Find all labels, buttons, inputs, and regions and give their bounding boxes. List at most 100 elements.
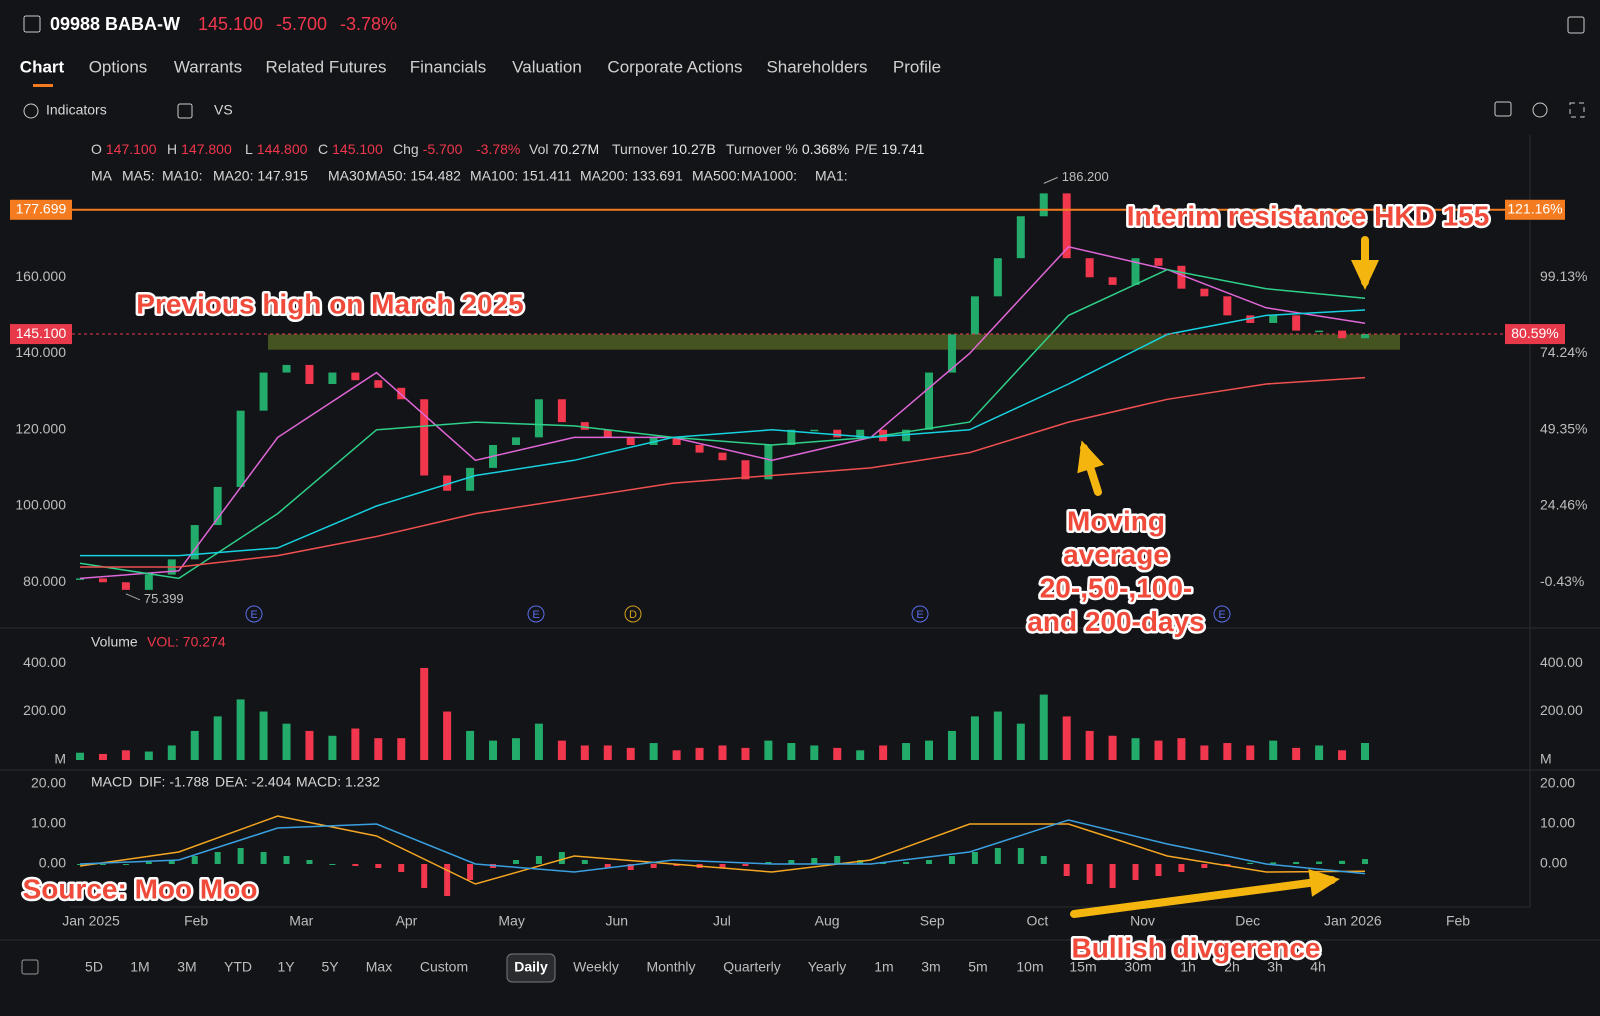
volume-bar: [420, 667, 429, 760]
period-button[interactable]: Max: [366, 959, 392, 975]
volume-bar: [741, 747, 750, 760]
period-button[interactable]: Daily: [514, 959, 548, 975]
period-button[interactable]: Quarterly: [723, 959, 781, 975]
candle: [580, 422, 589, 430]
pct-line-label: 80.59%: [1511, 325, 1558, 341]
period-button[interactable]: Monthly: [646, 959, 695, 975]
back-icon[interactable]: [23, 15, 41, 33]
period-button[interactable]: 1Y: [277, 959, 295, 975]
candle: [374, 380, 383, 388]
quote-label: Chg: [393, 141, 419, 157]
tab[interactable]: Profile: [893, 57, 941, 76]
price-line-label: 177.699: [16, 200, 67, 216]
arrow-head: [1077, 440, 1105, 474]
volume-bar: [603, 745, 612, 760]
tab[interactable]: Chart: [20, 57, 65, 76]
interval-icon[interactable]: [21, 959, 39, 975]
volume-bar: [810, 745, 819, 760]
period-button[interactable]: 5Y: [321, 959, 339, 975]
macd-bar: [1017, 848, 1024, 864]
candle: [603, 429, 612, 438]
candle: [1361, 334, 1369, 339]
volume-bar: [993, 711, 1002, 760]
macd-tick-label: 20.00: [31, 775, 66, 791]
quote-item: P/E 19.741: [855, 141, 925, 157]
period-button[interactable]: Yearly: [808, 959, 846, 975]
candle: [833, 429, 842, 438]
event-marker[interactable]: [624, 605, 642, 623]
volume-bar: [833, 747, 842, 760]
volume-bar: [1361, 742, 1369, 760]
moving-average-line: [79, 268, 1366, 580]
tab[interactable]: Shareholders: [766, 57, 867, 76]
shape-icon[interactable]: [177, 103, 193, 119]
quote-item: Turnover 10.27B: [612, 141, 716, 157]
quote-value: -3.78%: [476, 141, 520, 157]
volume-bar: [374, 738, 383, 760]
period-button[interactable]: Weekly: [573, 959, 619, 975]
indicators-icon[interactable]: [23, 103, 39, 119]
period-button[interactable]: 30m: [1124, 959, 1151, 975]
period-button[interactable]: 10m: [1016, 959, 1043, 975]
period-button[interactable]: Custom: [420, 959, 468, 975]
macd-bar: [765, 862, 772, 864]
period-button[interactable]: 5D: [85, 959, 103, 975]
macd-bar: [581, 860, 588, 864]
stock-code: 09988 BABA-W: [50, 14, 180, 34]
camera-icon[interactable]: [1494, 101, 1512, 117]
macd-bar: [375, 864, 382, 868]
quote-item: Turnover % 0.368%: [726, 141, 849, 157]
x-tick-label: Jun: [605, 913, 628, 929]
candle: [1269, 315, 1278, 323]
period-button[interactable]: 4h: [1310, 959, 1326, 975]
event-marker[interactable]: [911, 605, 929, 623]
settings-icon[interactable]: [1532, 102, 1548, 118]
candle: [902, 429, 911, 442]
indicators-button[interactable]: Indicators: [46, 102, 107, 118]
tab[interactable]: Financials: [410, 57, 487, 76]
price: 145.100: [198, 14, 263, 34]
fullscreen-icon[interactable]: [1569, 102, 1585, 118]
event-marker[interactable]: [245, 605, 263, 623]
quote-label: Vol: [529, 141, 548, 157]
event-marker[interactable]: [527, 605, 545, 623]
period-button[interactable]: 3M: [177, 959, 196, 975]
volume-bar: [1016, 723, 1025, 760]
period-button[interactable]: 3m: [921, 959, 940, 975]
low-label: 75.399: [144, 591, 184, 606]
tab[interactable]: Warrants: [174, 57, 242, 76]
ma-legend: MA5:: [122, 168, 155, 184]
candle: [695, 445, 704, 453]
panel-icon[interactable]: [1567, 16, 1585, 34]
period-button[interactable]: 1m: [874, 959, 893, 975]
x-tick-label: May: [498, 913, 524, 929]
x-tick-label: Jul: [713, 913, 731, 929]
period-button[interactable]: YTD: [224, 959, 252, 975]
macd-line: [79, 819, 1366, 875]
annotation: Source: Moo Moo: [23, 873, 258, 904]
volume-bar: [167, 745, 176, 760]
tab[interactable]: Related Futures: [266, 57, 387, 76]
event-marker[interactable]: [1213, 605, 1231, 623]
period-button[interactable]: 5m: [968, 959, 987, 975]
x-tick-label: Oct: [1026, 913, 1048, 929]
macd-bar: [421, 864, 428, 888]
ma-legend: MA20: 147.915: [213, 168, 308, 184]
tab[interactable]: Options: [89, 57, 148, 76]
period-button[interactable]: 2h: [1224, 959, 1240, 975]
period-button[interactable]: 1h: [1180, 959, 1196, 975]
tab[interactable]: Corporate Actions: [607, 57, 742, 76]
tab[interactable]: Valuation: [512, 57, 582, 76]
period-button[interactable]: 3h: [1267, 959, 1283, 975]
volume-bar: [902, 743, 911, 760]
volume-bar: [580, 745, 589, 760]
ma-legend: MA10:: [162, 168, 202, 184]
vs-button[interactable]: VS: [214, 102, 233, 118]
period-button[interactable]: 1M: [130, 959, 149, 975]
change: -5.700: [276, 14, 327, 34]
arrow-head: [1351, 260, 1379, 290]
quote-label: P/E: [855, 141, 878, 157]
period-button[interactable]: 15m: [1069, 959, 1096, 975]
